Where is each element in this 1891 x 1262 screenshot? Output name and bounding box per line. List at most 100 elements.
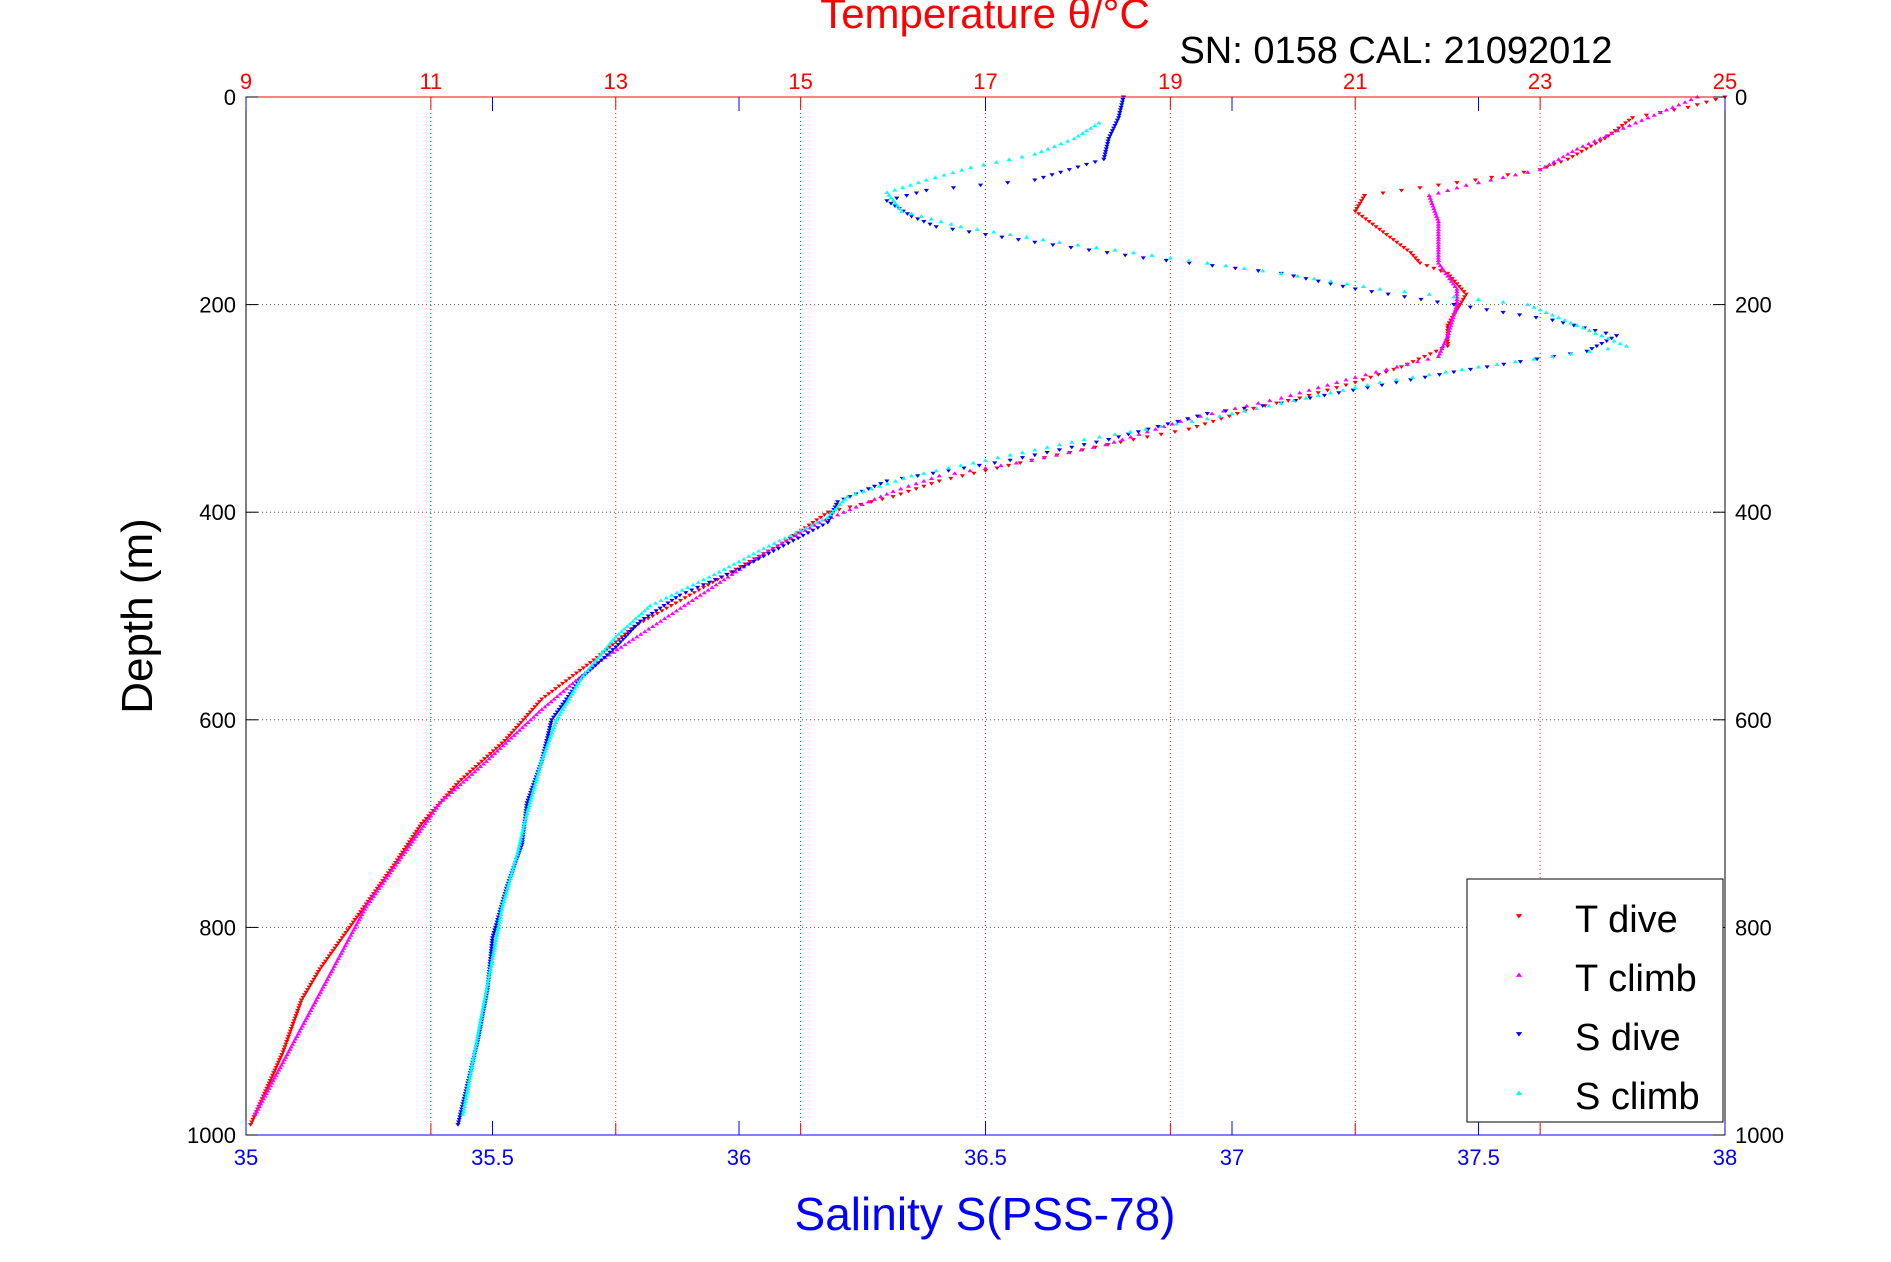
data-point	[1551, 162, 1557, 167]
data-point	[1108, 131, 1114, 136]
data-point	[1359, 214, 1365, 219]
data-point	[454, 785, 461, 789]
data-point	[573, 671, 580, 676]
data-point	[761, 551, 767, 556]
data-point	[606, 645, 613, 650]
data-point	[898, 486, 904, 491]
data-point	[1435, 248, 1442, 252]
data-point	[630, 637, 636, 641]
data-point	[312, 975, 318, 979]
data-point	[616, 632, 622, 636]
data-point	[793, 530, 799, 535]
data-point	[490, 951, 497, 955]
data-point	[399, 850, 406, 855]
data-point	[1603, 331, 1609, 336]
data-point	[1448, 323, 1454, 327]
data-point	[556, 707, 562, 712]
data-point	[490, 749, 496, 754]
data-point	[486, 974, 492, 979]
data-point	[950, 227, 956, 232]
data-point	[1501, 362, 1507, 367]
data-point	[1324, 388, 1331, 393]
y-axis-label: Depth (m)	[113, 518, 162, 714]
data-point	[832, 507, 838, 512]
data-point	[1645, 115, 1651, 120]
data-point	[537, 764, 543, 769]
data-point	[787, 533, 793, 538]
data-point	[1516, 313, 1523, 318]
data-point	[595, 655, 602, 660]
data-point	[932, 175, 938, 180]
data-point	[798, 528, 804, 532]
data-point	[463, 1093, 469, 1098]
data-point	[591, 658, 597, 663]
data-point	[1361, 194, 1368, 198]
data-point	[1467, 367, 1474, 372]
data-point	[1007, 453, 1013, 457]
data-point	[832, 505, 838, 510]
data-point	[653, 600, 659, 605]
data-point	[1614, 128, 1621, 133]
data-point	[1441, 341, 1447, 346]
data-point	[529, 792, 535, 797]
data-point	[1592, 142, 1599, 146]
data-point	[498, 912, 504, 916]
data-point	[456, 1120, 462, 1125]
data-point	[1633, 120, 1639, 125]
data-point	[928, 216, 934, 221]
data-point	[1629, 116, 1636, 120]
data-point	[654, 611, 660, 616]
data-point	[510, 868, 516, 872]
data-point	[995, 455, 1001, 460]
data-point	[725, 574, 731, 579]
data-point	[489, 956, 496, 961]
data-point	[396, 857, 403, 862]
data-point	[508, 735, 514, 740]
data-point	[1398, 188, 1405, 193]
data-point	[915, 180, 922, 185]
data-point	[306, 985, 312, 990]
data-point	[700, 583, 707, 587]
data-point	[1114, 118, 1120, 123]
data-point	[488, 951, 494, 956]
data-point	[598, 658, 604, 663]
data-point	[847, 505, 853, 510]
data-point	[542, 748, 549, 753]
data-point	[298, 998, 305, 1003]
data-point	[970, 460, 976, 465]
data-point	[522, 722, 528, 727]
data-point	[1408, 378, 1414, 382]
data-point	[492, 751, 498, 756]
data-point	[1574, 146, 1580, 151]
data-point	[1350, 388, 1356, 393]
data-point	[1006, 157, 1012, 162]
data-point	[805, 531, 811, 536]
data-point	[1058, 141, 1064, 146]
data-point	[1152, 427, 1159, 431]
data-point	[1321, 393, 1328, 398]
data-point	[489, 938, 495, 943]
data-point	[502, 894, 508, 898]
data-point	[485, 977, 492, 981]
data-point	[553, 687, 559, 691]
data-point	[502, 739, 508, 743]
data-point	[687, 593, 693, 598]
data-point	[1432, 209, 1438, 213]
data-point	[372, 891, 379, 896]
data-point	[615, 642, 621, 647]
data-point	[394, 860, 401, 865]
data-point	[417, 824, 423, 829]
data-point	[497, 917, 503, 922]
data-point	[952, 471, 958, 475]
data-point	[488, 946, 495, 951]
data-point	[526, 796, 532, 800]
data-point	[385, 873, 391, 878]
data-point	[1266, 403, 1272, 408]
data-point	[491, 948, 497, 953]
data-point	[1106, 136, 1112, 141]
data-point	[573, 678, 579, 683]
data-point	[478, 1016, 484, 1020]
data-point	[553, 717, 560, 722]
data-point	[1616, 126, 1622, 131]
data-point	[493, 938, 499, 942]
